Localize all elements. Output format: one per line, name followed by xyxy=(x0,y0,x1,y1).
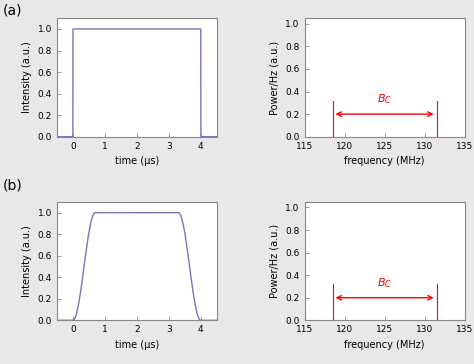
Text: (a): (a) xyxy=(2,4,22,17)
Y-axis label: Power/Hz (a.u.): Power/Hz (a.u.) xyxy=(270,224,280,298)
Text: (b): (b) xyxy=(2,178,22,192)
X-axis label: time (μs): time (μs) xyxy=(115,340,159,350)
Text: $B_C$: $B_C$ xyxy=(377,92,392,106)
X-axis label: frequency (MHz): frequency (MHz) xyxy=(344,340,425,350)
Y-axis label: Power/Hz (a.u.): Power/Hz (a.u.) xyxy=(270,40,280,115)
Text: $B_C$: $B_C$ xyxy=(377,276,392,290)
Y-axis label: Intensity (a.u.): Intensity (a.u.) xyxy=(22,225,32,297)
X-axis label: time (μs): time (μs) xyxy=(115,156,159,166)
X-axis label: frequency (MHz): frequency (MHz) xyxy=(344,156,425,166)
Y-axis label: Intensity (a.u.): Intensity (a.u.) xyxy=(22,41,32,113)
